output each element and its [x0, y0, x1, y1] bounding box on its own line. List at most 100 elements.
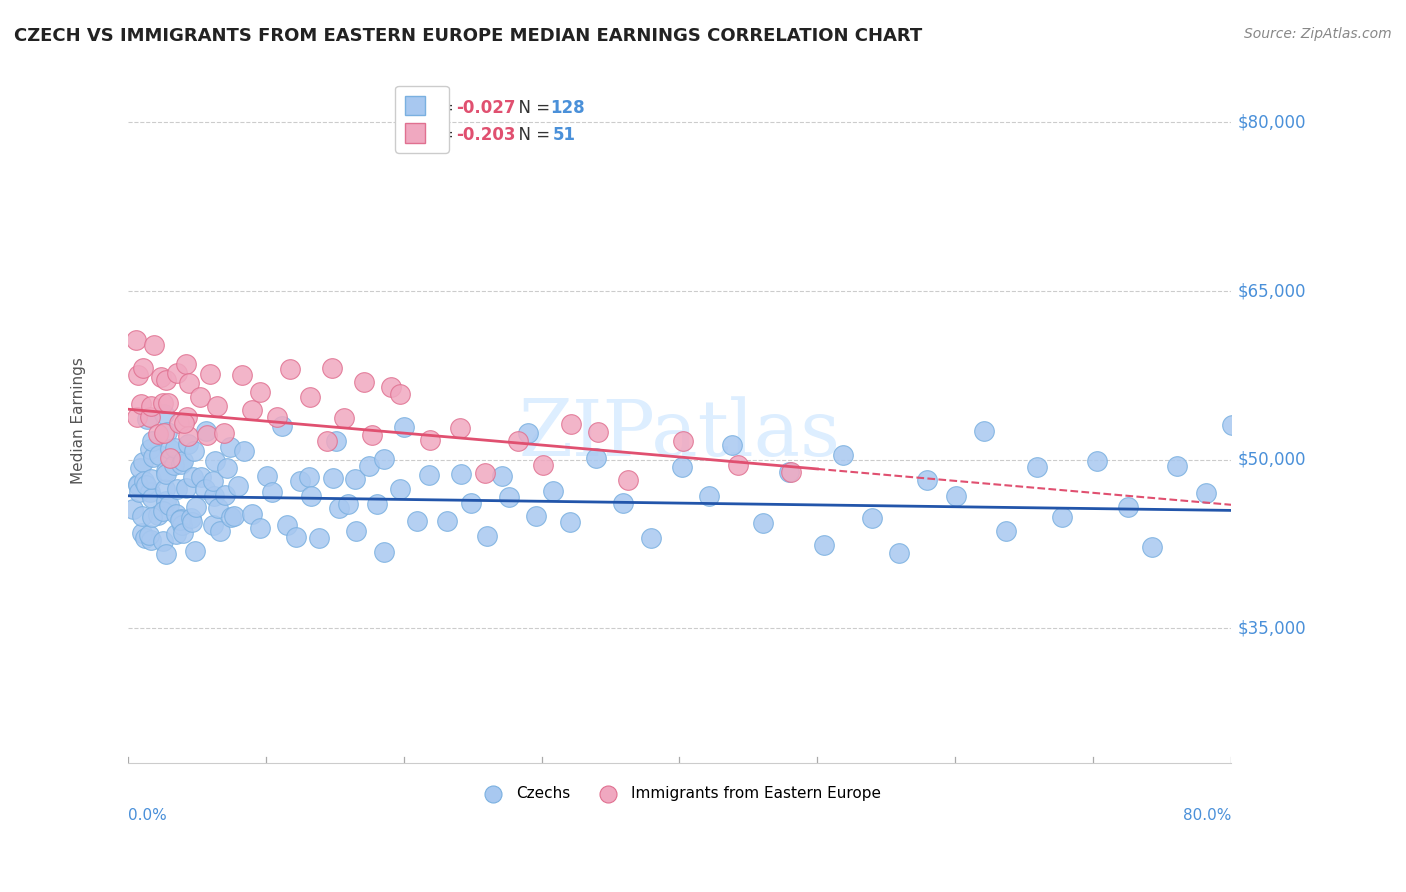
Point: [141, 510, 163, 524]
Point: [131, 526, 153, 541]
Point: [778, 466, 800, 480]
Point: [449, 421, 471, 435]
Text: 80.0%: 80.0%: [1182, 808, 1232, 823]
Point: [233, 444, 256, 458]
Text: 128: 128: [550, 99, 585, 118]
Point: [1085, 454, 1108, 468]
Point: [226, 479, 249, 493]
Point: [560, 417, 582, 432]
Point: [973, 424, 995, 438]
Point: [285, 531, 308, 545]
Point: [380, 380, 402, 394]
Text: N =: N =: [509, 99, 555, 118]
Point: [127, 368, 149, 382]
Point: [357, 458, 380, 473]
Text: -0.203: -0.203: [457, 126, 516, 145]
Point: [139, 409, 162, 424]
Point: [128, 485, 150, 500]
Point: [179, 376, 201, 391]
Point: [198, 367, 221, 381]
Point: [155, 547, 177, 561]
Point: [194, 424, 217, 438]
Point: [1220, 417, 1243, 432]
Point: [190, 470, 212, 484]
Point: [813, 538, 835, 552]
Point: [201, 518, 224, 533]
Point: [155, 467, 177, 481]
Point: [224, 508, 246, 523]
Point: [173, 454, 195, 468]
Point: [474, 466, 496, 480]
Point: [202, 489, 225, 503]
Point: [308, 531, 330, 545]
Point: [128, 461, 150, 475]
Point: [360, 427, 382, 442]
Text: Source: ZipAtlas.com: Source: ZipAtlas.com: [1244, 27, 1392, 41]
Point: [156, 425, 179, 440]
Point: [132, 455, 155, 469]
Point: [127, 409, 149, 424]
Text: $65,000: $65,000: [1239, 282, 1306, 300]
Point: [697, 489, 720, 503]
Point: [138, 528, 160, 542]
Legend: Czechs, Immigrants from Eastern Europe: Czechs, Immigrants from Eastern Europe: [471, 780, 887, 807]
Point: [212, 426, 235, 441]
Point: [419, 434, 441, 448]
Point: [780, 465, 803, 479]
Point: [344, 472, 367, 486]
Point: [889, 546, 911, 560]
Point: [202, 475, 225, 489]
Point: [218, 440, 240, 454]
Point: [336, 497, 359, 511]
Point: [531, 458, 554, 472]
Point: [172, 526, 194, 541]
Point: [721, 438, 744, 452]
Point: [155, 464, 177, 478]
Point: [1050, 509, 1073, 524]
Point: [169, 513, 191, 527]
Point: [205, 399, 228, 413]
Point: [157, 498, 180, 512]
Point: [298, 390, 321, 404]
Point: [195, 427, 218, 442]
Point: [135, 412, 157, 426]
Point: [131, 508, 153, 523]
Point: [134, 475, 156, 489]
Point: [152, 395, 174, 409]
Point: [163, 458, 186, 472]
Text: Median Earnings: Median Earnings: [70, 357, 86, 483]
Point: [207, 501, 229, 516]
Point: [167, 416, 190, 430]
Point: [139, 484, 162, 499]
Point: [671, 460, 693, 475]
Point: [1025, 460, 1047, 475]
Point: [214, 488, 236, 502]
Point: [125, 333, 148, 347]
Point: [181, 470, 204, 484]
Point: [152, 504, 174, 518]
Point: [586, 425, 609, 440]
Point: [995, 524, 1018, 539]
Point: [394, 419, 416, 434]
Point: [460, 496, 482, 510]
Point: [146, 508, 169, 522]
Point: [373, 545, 395, 559]
Point: [299, 489, 322, 503]
Point: [155, 482, 177, 496]
Point: [166, 483, 188, 497]
Point: [321, 361, 343, 376]
Point: [170, 512, 193, 526]
Point: [183, 443, 205, 458]
Point: [915, 473, 938, 487]
Point: [148, 448, 170, 462]
Point: [256, 469, 278, 483]
Text: R =: R =: [423, 99, 460, 118]
Text: ZIPatlas: ZIPatlas: [519, 396, 841, 472]
Point: [322, 471, 344, 485]
Point: [204, 454, 226, 468]
Point: [122, 502, 145, 516]
Point: [169, 458, 191, 472]
Point: [418, 467, 440, 482]
Point: [278, 361, 301, 376]
Point: [344, 524, 367, 538]
